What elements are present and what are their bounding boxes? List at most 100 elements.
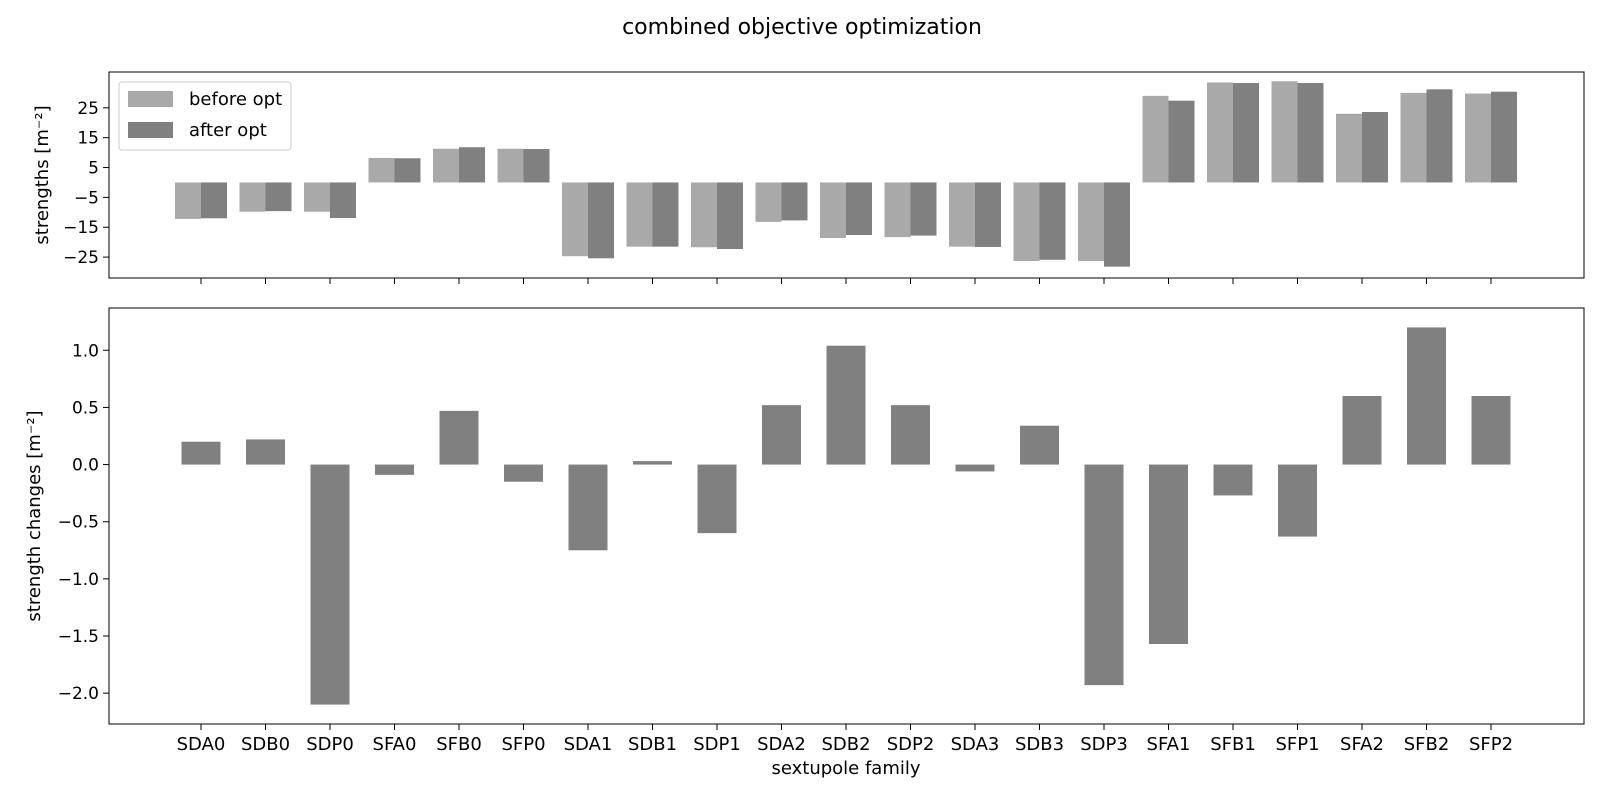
strengths-plot-frame — [108, 71, 1585, 279]
strength-changes-plot-frame — [108, 307, 1585, 725]
x-tick-label-sdb2: SDB2 — [821, 734, 870, 755]
strengths-y-tick-label: 25 — [77, 99, 99, 119]
strengths-bar-after-opt-sdb0 — [265, 182, 292, 212]
strengths-bar-after-opt-sfb1 — [1233, 83, 1259, 183]
x-tick-label-sfp1: SFP1 — [1275, 734, 1319, 755]
strengths-bar-after-opt-sdb2 — [846, 182, 872, 236]
x-tick-label-sfa0: SFA0 — [373, 734, 417, 755]
x-tick-label-sda0: SDA0 — [177, 734, 226, 755]
strength-changes-bar-change-sdp2 — [891, 405, 930, 465]
x-tick-label-sfb1: SFB1 — [1210, 734, 1256, 755]
strengths-bar-after-opt-sfb2 — [1426, 89, 1453, 183]
strength-changes-y-tick-label: 0.5 — [72, 398, 99, 418]
strengths-bar-before-opt-sfa2 — [1336, 113, 1362, 183]
x-tick-label-sda3: SDA3 — [951, 734, 1000, 755]
x-tick-label-sfb2: SFB2 — [1404, 734, 1450, 755]
strengths-bar-after-opt-sfp2 — [1491, 91, 1517, 183]
strength-changes-bars — [181, 327, 1511, 705]
strengths-bar-after-opt-sfp0 — [523, 149, 550, 183]
strengths-bar-before-opt-sdp1 — [691, 182, 717, 248]
strength-changes-y-tick-label: 1.0 — [72, 341, 99, 361]
strength-changes-bar-change-sfb0 — [439, 410, 479, 465]
strengths-bar-after-opt-sdb3 — [1039, 182, 1066, 260]
strengths-y-tick-label: −15 — [63, 218, 99, 238]
strength-changes-bar-change-sda1 — [568, 464, 608, 551]
strengths-bar-after-opt-sdp3 — [1104, 182, 1130, 267]
strength-changes-bar-change-sfp0 — [504, 464, 543, 482]
strengths-bar-before-opt-sfp1 — [1271, 81, 1298, 183]
strength-changes-bar-change-sda0 — [181, 441, 221, 465]
strength-changes-bar-change-sfa2 — [1342, 396, 1382, 465]
strengths-bar-before-opt-sfb1 — [1207, 82, 1233, 183]
strength-changes-y-tick-label: −1.5 — [58, 627, 99, 647]
strengths-bar-before-opt-sda3 — [949, 182, 975, 247]
strengths-bar-after-opt-sfa0 — [394, 158, 421, 183]
strength-changes-y-tick-label: 0.0 — [72, 456, 99, 476]
strength-changes-bar-change-sdb3 — [1020, 425, 1059, 465]
strengths-y-tick-label: 15 — [77, 129, 99, 149]
strengths-bar-before-opt-sdb3 — [1013, 182, 1040, 261]
x-tick-label-sfp0: SFP0 — [501, 734, 545, 755]
strength-changes-bar-change-sfp2 — [1471, 396, 1511, 465]
x-tick-label-sdp3: SDP3 — [1080, 734, 1128, 755]
strengths-bar-before-opt-sdp2 — [884, 182, 911, 238]
strengths-bar-after-opt-sda0 — [201, 182, 227, 219]
strengths-bar-before-opt-sfb2 — [1400, 92, 1427, 183]
strength-changes-x-ticks: SDA0 SDB0 SDP0 SFA0 SFB0 SFP0 SDA1 SDB1 SDP1 SDA2… — [177, 724, 1513, 755]
strengths-bar-after-opt-sfp1 — [1297, 83, 1324, 183]
strength-changes-bar-change-sfb1 — [1213, 464, 1253, 496]
strength-changes-bar-change-sfb2 — [1407, 327, 1446, 465]
strength-changes-bar-change-sdb2 — [826, 345, 866, 465]
strength-changes-bar-change-sdp1 — [697, 464, 737, 534]
strength-changes-y-axis-label: strength changes [m⁻²] — [24, 410, 45, 621]
strengths-bar-before-opt-sdp0 — [304, 182, 330, 212]
strengths-bar-before-opt-sdb0 — [239, 182, 266, 212]
x-tick-label-sdb1: SDB1 — [628, 734, 677, 755]
strength-changes-y-tick-label: −2.0 — [58, 684, 99, 704]
strength-changes-bar-change-sdp0 — [310, 464, 350, 705]
strengths-bar-before-opt-sfa1 — [1142, 95, 1169, 183]
x-tick-label-sdb3: SDB3 — [1015, 734, 1064, 755]
strengths-y-ticks: −25 −15 −5 5 15 25 — [63, 99, 109, 268]
x-tick-label-sda2: SDA2 — [757, 734, 806, 755]
strengths-bar-before-opt-sfp2 — [1465, 93, 1491, 183]
strengths-bar-after-opt-sdp0 — [330, 182, 356, 218]
strengths-y-axis-label: strengths [m⁻²] — [32, 105, 53, 244]
strengths-bars — [175, 81, 1517, 267]
figure-title: combined objective optimization — [622, 15, 982, 40]
strengths-bar-before-opt-sfa0 — [368, 157, 395, 183]
x-tick-label-sfa2: SFA2 — [1340, 734, 1384, 755]
strength-changes-panel: −2.0 −1.5 −1.0 −0.5 0.0 0.5 1.0 SDA0 SDB0 SDP0 SF… — [24, 307, 1585, 779]
strength-changes-y-tick-label: −0.5 — [58, 513, 99, 533]
legend-label-after-opt: after opt — [189, 120, 267, 141]
strength-changes-y-tick-label: −1.0 — [58, 570, 99, 590]
strength-changes-bar-change-sfa0 — [375, 464, 414, 475]
strengths-bar-before-opt-sdb2 — [820, 182, 846, 238]
strengths-panel: −25 −15 −5 5 15 25 strengths [m⁻²] before opt… — [32, 71, 1585, 284]
strength-changes-bar-change-sfa1 — [1149, 464, 1188, 644]
strength-changes-bar-change-sdb0 — [246, 439, 285, 465]
strengths-bar-after-opt-sfa2 — [1362, 112, 1388, 183]
x-tick-label-sdp0: SDP0 — [306, 734, 354, 755]
x-tick-label-sdp2: SDP2 — [887, 734, 935, 755]
strengths-bar-after-opt-sda3 — [975, 182, 1001, 247]
strengths-x-ticks — [200, 278, 1492, 284]
strengths-y-tick-label: −5 — [74, 188, 99, 208]
x-axis-label: sextupole family — [771, 758, 920, 779]
x-tick-label-sfp2: SFP2 — [1469, 734, 1513, 755]
x-tick-label-sfa1: SFA1 — [1147, 734, 1191, 755]
legend-label-before-opt: before opt — [189, 89, 282, 110]
strengths-bar-after-opt-sdp1 — [717, 182, 743, 250]
strengths-y-tick-label: −25 — [63, 248, 99, 268]
legend: before opt after opt — [118, 81, 292, 151]
strength-changes-bar-change-sdb1 — [633, 461, 672, 465]
legend-swatch-after-opt — [128, 122, 173, 138]
strengths-bar-before-opt-sdp3 — [1078, 182, 1104, 261]
x-tick-label-sdp1: SDP1 — [693, 734, 741, 755]
strengths-bar-before-opt-sda1 — [562, 182, 588, 257]
strengths-bar-after-opt-sda2 — [781, 182, 808, 221]
x-tick-label-sda1: SDA1 — [564, 734, 613, 755]
strengths-bar-after-opt-sda1 — [588, 182, 614, 259]
strength-changes-bar-change-sdp3 — [1084, 464, 1124, 686]
